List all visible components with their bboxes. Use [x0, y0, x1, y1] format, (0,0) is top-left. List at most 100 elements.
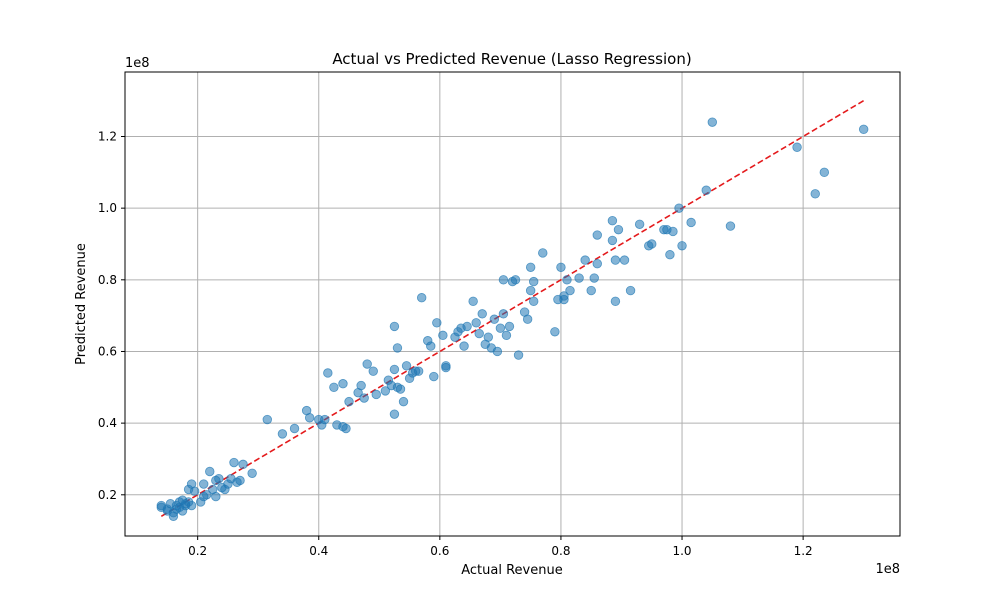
scatter-point [613, 224, 624, 235]
scatter-point [701, 185, 711, 195]
scatter-point [580, 255, 590, 265]
scatter-point [589, 273, 599, 283]
scatter-point [238, 459, 248, 470]
x-tick-label: 0.2 [188, 544, 207, 558]
scatter-point [401, 361, 412, 371]
scatter-point [323, 368, 333, 378]
scatter-point [501, 330, 512, 341]
scatter-point [495, 323, 506, 333]
x-tick-label: 0.6 [430, 544, 449, 558]
scatter-point [498, 275, 509, 285]
scatter-point [205, 466, 215, 477]
scatter-point [289, 423, 300, 434]
x-tick-label: 1.0 [672, 544, 691, 558]
scatter-point [674, 203, 684, 213]
y-axis-ticks: 0.2 0.4 0.6 0.8 1.0 1.2 [98, 129, 125, 502]
scatter-point [565, 285, 575, 296]
y-tick-label: 1.0 [98, 201, 117, 215]
y-axis-label: Predicted Revenue [74, 243, 89, 365]
scatter-point [214, 473, 224, 484]
scatter-point [550, 327, 560, 337]
scatter-point [525, 262, 536, 272]
scatter-point [498, 309, 509, 319]
scatter-point [389, 321, 400, 332]
scatter-point [592, 258, 602, 269]
scatter-point [304, 413, 315, 423]
scatter-point [438, 330, 448, 341]
scatter-point [477, 309, 487, 319]
scatter-point [619, 255, 630, 265]
scatter-point [371, 389, 381, 400]
scatter-point [792, 142, 802, 152]
scatter-point [858, 124, 869, 135]
scatter-point [426, 341, 436, 351]
scatter-point [528, 296, 539, 307]
scatter-point [513, 350, 524, 360]
scatter-point [247, 468, 257, 478]
x-tick-label: 1.2 [794, 544, 813, 558]
scatter-point [189, 486, 200, 496]
x-axis-ticks: 0.2 0.4 0.6 0.8 1.0 1.2 [188, 536, 813, 558]
scatter-point [668, 226, 678, 237]
y-tick-label: 0.2 [98, 488, 117, 502]
scatter-point [725, 221, 736, 231]
x-axis-offset-label: 1e8 [875, 562, 900, 577]
y-axis-offset-label: 1e8 [125, 56, 150, 71]
scatter-point [586, 285, 596, 296]
scatter-point [647, 239, 657, 249]
scatter-point [592, 230, 602, 240]
scatter-point [819, 167, 830, 178]
scatter-point [607, 235, 618, 246]
scatter-point [413, 366, 424, 376]
scatter-point [538, 248, 548, 258]
scatter-point [528, 276, 539, 287]
scatter-point [395, 384, 406, 394]
scatter-point [492, 346, 503, 357]
scatter-point [429, 371, 439, 382]
scatter-point [483, 332, 493, 342]
scatter-point [277, 429, 288, 439]
scatter-point [504, 321, 515, 332]
y-tick-label: 0.8 [98, 273, 117, 287]
points-layer [156, 117, 869, 521]
scatter-point [471, 318, 481, 328]
scatter-point [562, 275, 572, 285]
scatter-point [707, 117, 718, 127]
y-tick-label: 0.4 [98, 416, 117, 430]
y-tick-label: 1.2 [98, 129, 117, 143]
scatter-point [634, 219, 645, 229]
scatter-point [344, 396, 354, 407]
scatter-point [441, 362, 451, 373]
scatter-point [686, 217, 696, 228]
x-axis-label: Actual Revenue [461, 563, 562, 578]
scatter-point [389, 364, 400, 375]
scatter-point [398, 396, 409, 407]
plot-area-frame [124, 71, 901, 537]
scatter-point [202, 490, 212, 500]
scatter-point [262, 414, 272, 425]
scatter-point [474, 328, 484, 339]
scatter-point [186, 500, 197, 511]
reference-line-layer [160, 99, 865, 517]
scatter-point [329, 382, 339, 393]
scatter-point [459, 341, 469, 351]
scatter-point [356, 380, 366, 391]
scatter-point [510, 275, 521, 285]
scatter-point [199, 479, 209, 489]
scatter-point [468, 296, 478, 307]
scatter-point [610, 255, 621, 265]
scatter-point [380, 386, 391, 396]
scatter-point [362, 359, 372, 369]
y-tick-label: 0.6 [98, 344, 117, 358]
scatter-point [677, 241, 687, 251]
scatter-point [607, 215, 618, 226]
scatter-point [810, 189, 820, 199]
scatter-point [432, 318, 442, 328]
x-tick-label: 0.8 [551, 544, 570, 558]
chart-title: Actual vs Predicted Revenue (Lasso Regre… [332, 50, 691, 68]
scatter-point [368, 366, 378, 376]
scatter-point [320, 414, 330, 425]
scatter-point [525, 285, 536, 296]
